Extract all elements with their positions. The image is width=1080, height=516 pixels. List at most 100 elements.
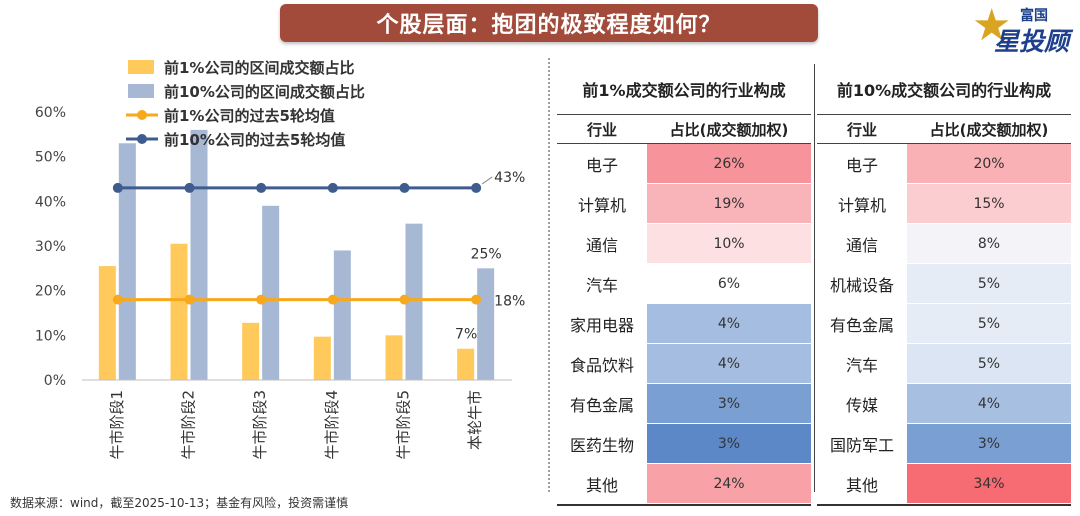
table-row: 通信 8% (817, 224, 1071, 264)
industry-name: 其他 (845, 475, 878, 495)
legend-label: 前1%公司的过去5轮均值 (164, 107, 335, 125)
industry-share: 5% (907, 344, 1071, 383)
industry-share: 15% (907, 184, 1071, 223)
industry-share: 5% (907, 264, 1071, 303)
industry-share: 20% (907, 144, 1071, 183)
bar (333, 250, 351, 380)
legend-swatch (128, 60, 154, 74)
industry-share: 3% (647, 424, 811, 463)
table-row: 电子 20% (817, 144, 1071, 184)
industry-share: 3% (907, 424, 1071, 463)
industry-name: 食品饮料 (569, 355, 634, 375)
legend-marker (137, 110, 147, 120)
panel-divider (548, 58, 550, 492)
table-row: 通信 10% (557, 224, 811, 264)
industry-share: 3% (647, 384, 811, 423)
table-row: 其他 24% (557, 464, 811, 504)
y-tick-label: 60% (35, 105, 66, 121)
industry-name: 传媒 (845, 395, 878, 415)
line-point (399, 182, 410, 193)
brand-logo: ★ 富国 星投顾 (972, 0, 1076, 57)
industry-name: 电子 (845, 155, 878, 175)
table-top10-body: 电子 20% 计算机 15% 通信 8% 机械设备 5% 有色金属 5% 汽车 5% 传媒 4% 国防军工 3… (817, 144, 1071, 506)
table-row: 食品饮料 4% (557, 344, 811, 384)
line-point (471, 182, 482, 193)
bar (405, 223, 423, 380)
industry-share: 6% (647, 264, 811, 303)
x-tick-label: 牛市阶段3 (251, 390, 269, 460)
annotation-label: 43% (494, 170, 525, 186)
table-top10-header: 行业 占比(成交额加权) (817, 115, 1071, 144)
bar (385, 335, 403, 380)
table-row: 电子 26% (557, 144, 811, 184)
table-row: 家用电器 4% (557, 304, 811, 344)
y-tick-label: 30% (35, 239, 66, 255)
source-note: 数据来源：wind，截至2025-10-13；基金有风险，投资需谨慎 (10, 496, 349, 510)
table-row: 机械设备 5% (817, 264, 1071, 304)
logo-top-text: 富国 (1020, 8, 1048, 24)
x-tick-label: 牛市阶段2 (180, 390, 198, 460)
table-row: 传媒 4% (817, 384, 1071, 424)
header-share: 占比(成交额加权) (929, 120, 1049, 139)
table-row: 医药生物 3% (557, 424, 811, 464)
industry-name: 通信 (585, 235, 618, 255)
industry-name: 电子 (585, 155, 618, 175)
table-row: 计算机 15% (817, 184, 1071, 224)
table-top10: 前10%成交额公司的行业构成 行业 占比(成交额加权) 电子 20% 计算机 15% 通… (817, 64, 1071, 506)
header-industry: 行业 (586, 120, 617, 139)
bar (477, 268, 495, 380)
y-tick-label: 50% (35, 150, 66, 166)
x-tick-label: 牛市阶段4 (323, 390, 341, 460)
bar-line-chart: 0% 10% 20% 30% 40% 50% 60% 43% 18% 25% 7% 牛市阶段1 牛市阶段… (35, 59, 525, 460)
table-row: 有色金属 5% (817, 304, 1071, 344)
table-row: 汽车 6% (557, 264, 811, 304)
industry-name: 汽车 (585, 275, 618, 295)
bar (313, 336, 331, 380)
table-row: 其他 34% (817, 464, 1071, 504)
industry-share: 34% (907, 464, 1071, 503)
line-point (184, 294, 195, 305)
bar (190, 129, 208, 380)
line-point (112, 182, 123, 193)
logo-main-text: 星投顾 (994, 27, 1070, 56)
table-top1-title: 前1%成交额公司的行业构成 (557, 64, 811, 115)
table-top1: 前1%成交额公司的行业构成 行业 占比(成交额加权) 电子 26% 计算机 19% 通信… (557, 64, 811, 506)
industry-name: 其他 (585, 475, 618, 495)
y-tick-label: 20% (35, 284, 66, 300)
industry-name: 医药生物 (569, 435, 634, 455)
line-point (184, 182, 195, 193)
table-row: 国防军工 3% (817, 424, 1071, 464)
bar (98, 266, 116, 380)
legend-marker (137, 134, 147, 144)
line-point (471, 294, 482, 305)
industry-share: 8% (907, 224, 1071, 263)
page-title: 个股层面：抱团的极致程度如何？ (280, 4, 818, 42)
legend-swatch (128, 84, 154, 98)
star-icon: ★ (972, 0, 1012, 51)
table-bottom-rule (557, 504, 811, 506)
table-row: 有色金属 3% (557, 384, 811, 424)
legend-label: 前1%公司的区间成交额占比 (164, 59, 354, 77)
line-point (327, 182, 338, 193)
legend-label: 前10%公司的过去5轮均值 (164, 131, 345, 149)
industry-share: 4% (907, 384, 1071, 423)
industry-name: 有色金属 (569, 395, 634, 415)
industry-name: 家用电器 (569, 315, 634, 335)
bar (262, 205, 280, 380)
header-industry: 行业 (846, 120, 877, 139)
y-tick-label: 40% (35, 194, 66, 210)
table-row: 计算机 19% (557, 184, 811, 224)
line-point (327, 294, 338, 305)
line-point (256, 294, 267, 305)
table-row: 汽车 5% (817, 344, 1071, 384)
table-bottom-rule (817, 504, 1071, 506)
data-label: 7% (455, 327, 477, 343)
industry-name: 通信 (845, 235, 878, 255)
bar (170, 243, 188, 380)
table-top10-title: 前10%成交额公司的行业构成 (817, 64, 1071, 115)
bar (242, 322, 260, 380)
bar (118, 143, 136, 380)
legend-label: 前10%公司的区间成交额占比 (164, 83, 365, 101)
industry-name: 汽车 (845, 355, 878, 375)
annotation-label: 18% (494, 294, 525, 310)
